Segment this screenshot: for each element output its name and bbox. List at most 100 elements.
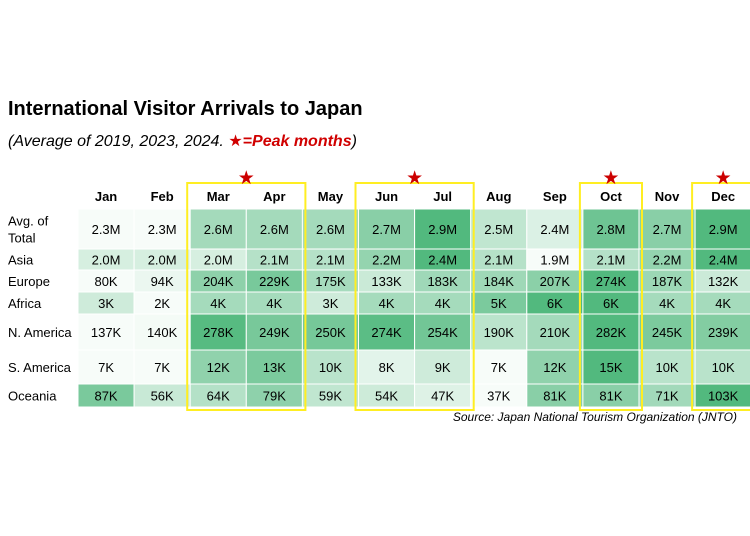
row-label-europe: Europe	[8, 274, 50, 289]
cell-label: 47K	[431, 389, 454, 404]
row-label-s-america: S. America	[8, 360, 72, 375]
cell-label: 4K	[210, 296, 226, 311]
heatmap-cell	[414, 313, 472, 351]
chart-title: International Visitor Arrivals to Japan	[8, 98, 363, 120]
column-header-feb: Feb	[151, 189, 174, 204]
column-header-jul: Jul	[433, 189, 452, 204]
heatmap-cell	[77, 208, 135, 250]
cell-label: 132K	[708, 274, 739, 289]
cell-label: 4K	[659, 296, 675, 311]
cell-label: 59K	[319, 389, 342, 404]
heatmap-cell	[470, 349, 528, 385]
column-header-oct: Oct	[600, 189, 622, 204]
cell-label: 2.1M	[484, 253, 513, 268]
heatmap-cell	[582, 349, 640, 385]
cell-label: 204K	[203, 274, 234, 289]
peak-star-icon: ★	[238, 167, 255, 189]
cell-label: 282K	[596, 325, 627, 340]
heatmap-cell	[77, 349, 135, 385]
peak-highlight-mar-apr	[186, 182, 307, 411]
cell-label: 56K	[151, 389, 174, 404]
row-label-n-america: N. America	[8, 325, 72, 340]
cell-label: 10K	[319, 360, 342, 375]
cell-label: 87K	[94, 389, 117, 404]
cell-label: 2.4M	[428, 253, 457, 268]
cell-label: 207K	[540, 274, 571, 289]
row-label-avg-of-total: Avg. of Total	[8, 214, 49, 246]
cell-label: 175K	[315, 274, 346, 289]
cell-label: 2.9M	[709, 222, 738, 237]
heatmap-cell	[526, 208, 584, 250]
cell-label: 239K	[708, 325, 739, 340]
cell-label: 187K	[652, 274, 683, 289]
row-label-africa: Africa	[8, 296, 42, 311]
cell-label: 12K	[207, 360, 230, 375]
cell-label: 81K	[599, 389, 622, 404]
heatmap-cell	[582, 208, 640, 250]
cell-label: 278K	[203, 325, 234, 340]
source-note: Source: Japan National Tourism Organizat…	[452, 410, 737, 424]
cell-label: 4K	[435, 296, 451, 311]
cell-label: 2.3M	[148, 222, 177, 237]
cell-label: 103K	[708, 389, 739, 404]
cell-label: 249K	[259, 325, 290, 340]
column-header-apr: Apr	[263, 189, 285, 204]
column-header-dec: Dec	[711, 189, 735, 204]
heatmap-cell	[189, 313, 247, 351]
cell-label: 10K	[712, 360, 735, 375]
subtitle-peak-legend: ★=Peak months	[228, 133, 352, 150]
cell-label: 2.6M	[260, 222, 289, 237]
cell-label: 2.1M	[316, 253, 345, 268]
heatmap-cell	[470, 313, 528, 351]
cell-label: 94K	[151, 274, 174, 289]
heatmap-cell	[133, 313, 191, 351]
row-label-asia: Asia	[8, 253, 34, 268]
cell-label: 2.7M	[372, 222, 401, 237]
cell-label: 7K	[491, 360, 507, 375]
heatmap-cell	[470, 208, 528, 250]
cell-label: 2.1M	[260, 253, 289, 268]
cell-label: 140K	[147, 325, 178, 340]
chart-subtitle: (Average of 2019, 2023, 2024. ★=Peak mon…	[8, 131, 357, 151]
column-header-mar: Mar	[207, 189, 230, 204]
heatmap-cell	[638, 313, 696, 351]
heatmap-cell	[245, 313, 303, 351]
cell-label: 12K	[543, 360, 566, 375]
peak-star-icon: ★	[602, 167, 619, 189]
cell-label: 2.4M	[540, 222, 569, 237]
heatmap-cell	[301, 349, 359, 385]
cell-label: 210K	[540, 325, 571, 340]
column-header-jun: Jun	[375, 189, 398, 204]
heatmap-cell	[694, 208, 750, 250]
subtitle-suffix: )	[351, 133, 357, 150]
cell-label: 7K	[154, 360, 170, 375]
cell-label: 2.6M	[316, 222, 345, 237]
cell-label: 2.2M	[653, 253, 682, 268]
heatmap-cell	[638, 349, 696, 385]
column-header-jan: Jan	[95, 189, 117, 204]
cell-label: 2.9M	[428, 222, 457, 237]
peak-highlight-oct	[578, 182, 644, 411]
cell-label: 10K	[655, 360, 678, 375]
cell-label: 5K	[491, 296, 507, 311]
cell-label: 133K	[371, 274, 402, 289]
cell-label: 2.8M	[596, 222, 625, 237]
cell-label: 79K	[263, 389, 286, 404]
cell-label: 3K	[322, 296, 338, 311]
cell-label: 9K	[435, 360, 451, 375]
cell-label: 4K	[715, 296, 731, 311]
heatmap-cell	[526, 313, 584, 351]
cell-label: 64K	[207, 389, 230, 404]
heatmap-cell	[245, 349, 303, 385]
subtitle-prefix: (Average of 2019, 2023, 2024.	[8, 133, 229, 150]
cell-label: 2.3M	[92, 222, 121, 237]
heatmap-cell	[694, 383, 750, 408]
column-header-may: May	[318, 189, 344, 204]
row-label-oceania: Oceania	[8, 389, 57, 404]
cell-label: 15K	[599, 360, 622, 375]
cell-label: 274K	[371, 325, 402, 340]
peak-highlight-dec	[691, 182, 750, 411]
column-header-aug: Aug	[486, 189, 511, 204]
cell-label: 229K	[259, 274, 290, 289]
